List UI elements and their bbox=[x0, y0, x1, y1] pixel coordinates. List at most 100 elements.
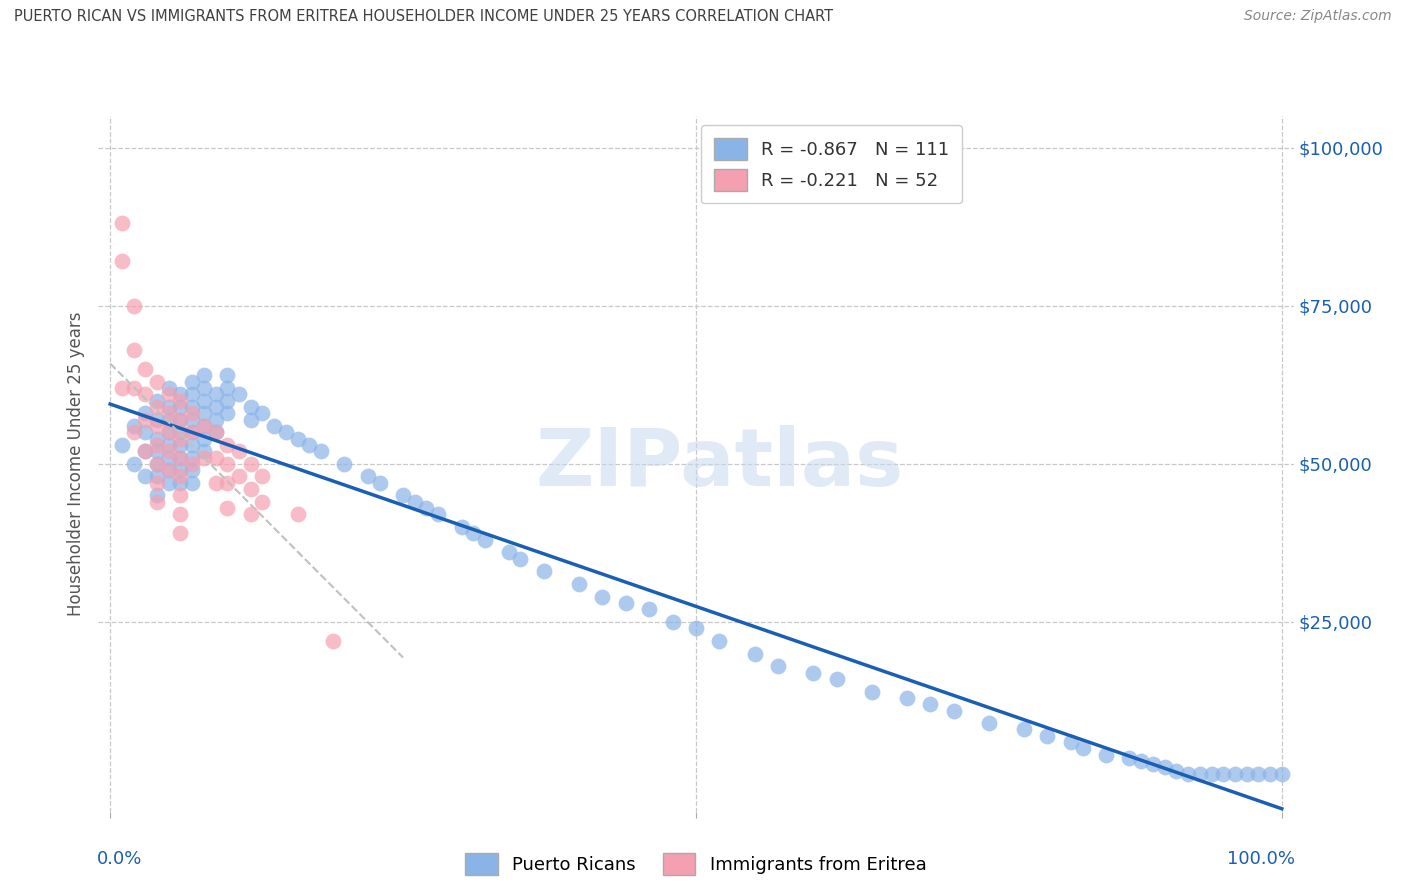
Point bbox=[1153, 760, 1175, 774]
Point bbox=[157, 444, 180, 458]
Point bbox=[146, 475, 169, 490]
Point bbox=[744, 647, 766, 661]
Point bbox=[1177, 766, 1199, 780]
Point bbox=[217, 368, 239, 383]
Point bbox=[252, 406, 274, 420]
Point bbox=[146, 469, 169, 483]
Point bbox=[146, 495, 169, 509]
Point bbox=[157, 475, 180, 490]
Point bbox=[896, 690, 918, 705]
Point bbox=[204, 400, 226, 414]
Y-axis label: Householder Income Under 25 years: Householder Income Under 25 years bbox=[67, 311, 86, 616]
Point bbox=[157, 381, 180, 395]
Point bbox=[122, 299, 145, 313]
Point bbox=[252, 495, 274, 509]
Point bbox=[169, 526, 191, 541]
Point bbox=[1201, 766, 1223, 780]
Point bbox=[1166, 764, 1188, 778]
Point bbox=[181, 412, 204, 426]
Point bbox=[228, 469, 250, 483]
Point bbox=[134, 425, 156, 440]
Point bbox=[322, 634, 344, 648]
Point bbox=[204, 412, 226, 426]
Point bbox=[146, 412, 169, 426]
Point bbox=[193, 432, 215, 446]
Point bbox=[474, 533, 496, 547]
Point bbox=[463, 526, 485, 541]
Point bbox=[169, 469, 191, 483]
Point bbox=[1236, 766, 1258, 780]
Point bbox=[638, 602, 661, 616]
Point bbox=[157, 406, 180, 420]
Point bbox=[122, 425, 145, 440]
Point bbox=[181, 387, 204, 401]
Point bbox=[146, 375, 169, 389]
Point bbox=[111, 438, 134, 452]
Text: 0.0%: 0.0% bbox=[97, 850, 142, 868]
Point bbox=[157, 425, 180, 440]
Point bbox=[193, 393, 215, 408]
Point bbox=[228, 387, 250, 401]
Point bbox=[404, 495, 426, 509]
Point bbox=[709, 634, 731, 648]
Point bbox=[157, 463, 180, 477]
Text: PUERTO RICAN VS IMMIGRANTS FROM ERITREA HOUSEHOLDER INCOME UNDER 25 YEARS CORREL: PUERTO RICAN VS IMMIGRANTS FROM ERITREA … bbox=[14, 9, 834, 24]
Point bbox=[1212, 766, 1234, 780]
Point bbox=[228, 444, 250, 458]
Point bbox=[509, 551, 531, 566]
Point bbox=[287, 432, 309, 446]
Point bbox=[146, 432, 169, 446]
Point bbox=[801, 665, 824, 680]
Point bbox=[204, 425, 226, 440]
Point bbox=[169, 438, 191, 452]
Legend: Puerto Ricans, Immigrants from Eritrea: Puerto Ricans, Immigrants from Eritrea bbox=[458, 847, 934, 883]
Point bbox=[287, 508, 309, 522]
Point bbox=[146, 438, 169, 452]
Point bbox=[193, 450, 215, 465]
Point bbox=[157, 387, 180, 401]
Point bbox=[239, 457, 262, 471]
Point bbox=[1130, 754, 1153, 768]
Point bbox=[193, 406, 215, 420]
Point bbox=[169, 412, 191, 426]
Point bbox=[193, 368, 215, 383]
Point bbox=[568, 577, 591, 591]
Point bbox=[111, 381, 134, 395]
Point bbox=[1223, 766, 1246, 780]
Point bbox=[181, 438, 204, 452]
Point bbox=[146, 488, 169, 502]
Point bbox=[181, 457, 204, 471]
Point bbox=[217, 438, 239, 452]
Point bbox=[157, 450, 180, 465]
Point bbox=[392, 488, 415, 502]
Point bbox=[661, 615, 683, 629]
Point bbox=[157, 438, 180, 452]
Point bbox=[134, 362, 156, 376]
Point bbox=[181, 425, 204, 440]
Point bbox=[217, 475, 239, 490]
Point bbox=[181, 475, 204, 490]
Point bbox=[427, 508, 450, 522]
Text: 100.0%: 100.0% bbox=[1226, 850, 1295, 868]
Point bbox=[134, 469, 156, 483]
Point bbox=[977, 716, 1000, 731]
Point bbox=[217, 406, 239, 420]
Point bbox=[193, 418, 215, 433]
Point bbox=[181, 406, 204, 420]
Point bbox=[157, 425, 180, 440]
Point bbox=[204, 450, 226, 465]
Point bbox=[766, 659, 789, 673]
Point bbox=[122, 343, 145, 357]
Point bbox=[333, 457, 356, 471]
Point bbox=[263, 418, 285, 433]
Point bbox=[274, 425, 297, 440]
Point bbox=[181, 463, 204, 477]
Point bbox=[169, 425, 191, 440]
Point bbox=[204, 425, 226, 440]
Point bbox=[157, 463, 180, 477]
Point bbox=[239, 412, 262, 426]
Point bbox=[157, 412, 180, 426]
Point bbox=[614, 596, 637, 610]
Point bbox=[169, 393, 191, 408]
Point bbox=[217, 393, 239, 408]
